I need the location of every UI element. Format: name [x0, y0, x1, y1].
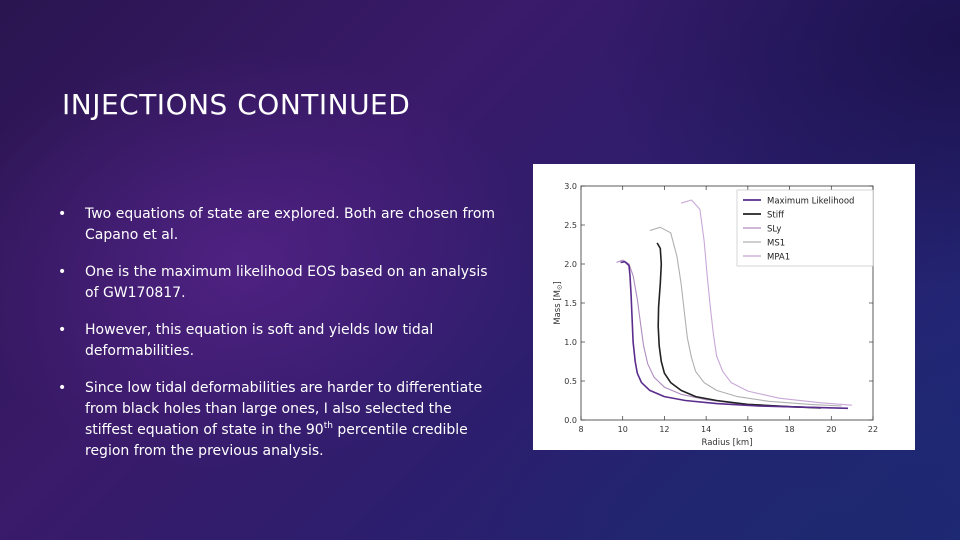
series-line-ms1 — [649, 226, 842, 407]
series-line-mpa1 — [680, 199, 853, 406]
bullet-item: • Two equations of state are explored. B… — [58, 204, 498, 246]
y-axis-label: Mass [M⊙] — [553, 281, 564, 325]
bullet-dot: • — [58, 206, 67, 222]
x-tick-label: 14 — [701, 425, 711, 434]
series-line-maximum-likelihood — [620, 260, 849, 410]
x-tick-label: 16 — [743, 425, 753, 434]
legend-label: SLy — [767, 225, 781, 235]
bullet-text: Two equations of state are explored. Bot… — [85, 206, 496, 243]
series-line-stiff — [656, 242, 821, 409]
bullet-dot: • — [58, 264, 67, 280]
bullet-text: However, this equation is soft and yield… — [85, 322, 434, 359]
x-tick-label: 8 — [578, 425, 583, 434]
y-tick-label: 1.0 — [564, 338, 577, 347]
x-tick-label: 10 — [618, 425, 628, 434]
y-axis-label-close: ] — [553, 281, 563, 284]
series-line-sly — [616, 259, 821, 409]
x-axis-label: Radius [km] — [701, 438, 752, 448]
slide-title: INJECTIONS CONTINUED — [62, 88, 411, 121]
x-tick-label: 12 — [659, 425, 669, 434]
legend-label: Stiff — [767, 211, 785, 221]
y-tick-label: 1.5 — [564, 299, 577, 308]
y-tick-label: 2.5 — [564, 221, 577, 230]
bullet-superscript: th — [323, 421, 333, 431]
x-tick-label: 22 — [868, 425, 878, 434]
bullet-item: • However, this equation is soft and yie… — [58, 320, 498, 362]
mass-radius-chart: 8 10 12 14 16 18 20 22 0.0 0.5 1.0 1.5 2.0 2.5 3.0 Radi… — [533, 164, 915, 450]
y-axis-label-subscript: ⊙ — [556, 285, 564, 290]
bullet-item: • Since low tidal deformabilities are ha… — [58, 378, 498, 462]
y-tick-label: 0.5 — [564, 377, 577, 386]
y-tick-label: 3.0 — [564, 182, 577, 191]
bullet-dot: • — [58, 322, 67, 338]
y-tick-label: 2.0 — [564, 260, 577, 269]
bullet-text: One is the maximum likelihood EOS based … — [85, 264, 488, 301]
y-tick-label: 0.0 — [564, 416, 577, 425]
bullet-list: • Two equations of state are explored. B… — [58, 204, 498, 478]
bullet-text-tail: percentile credible region from the prev… — [85, 422, 468, 459]
legend-label: MS1 — [767, 239, 785, 249]
legend-label: Maximum Likelihood — [767, 197, 854, 207]
x-tick-label: 20 — [826, 425, 836, 434]
bullet-item: • One is the maximum likelihood EOS base… — [58, 262, 498, 304]
x-tick-label: 18 — [784, 425, 794, 434]
bullet-text: Since low tidal deformabilities are hard… — [85, 380, 483, 438]
chart-svg: 8 10 12 14 16 18 20 22 0.0 0.5 1.0 1.5 2.0 2.5 3.0 Radi… — [553, 182, 878, 448]
legend-label: MPA1 — [767, 253, 790, 263]
bullet-dot: • — [58, 380, 67, 396]
